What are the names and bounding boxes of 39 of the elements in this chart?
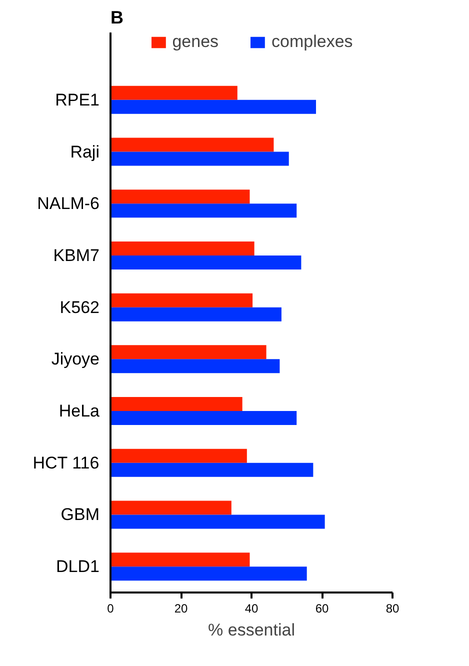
x-tick-label: 0: [107, 602, 114, 616]
bar: [110, 566, 307, 581]
bar: [110, 152, 289, 166]
bar: [110, 397, 242, 412]
x-axis-title: % essential: [208, 620, 295, 640]
y-tick-label: GBM: [60, 505, 100, 524]
y-tick-label: NALM-6: [37, 194, 100, 214]
x-tick-label: 80: [386, 602, 400, 616]
x-tick-label: 40: [244, 602, 258, 616]
legend-label: genes: [172, 32, 219, 52]
bar: [110, 500, 232, 515]
bar: [110, 138, 274, 152]
bar: [110, 345, 266, 360]
legend-label: complexes: [272, 32, 353, 52]
bar: [110, 411, 297, 426]
y-tick-label: Jiyoye: [51, 350, 100, 369]
y-tick-label: HeLa: [58, 402, 100, 421]
x-tick-label: 60: [315, 602, 329, 616]
bar: [110, 462, 314, 477]
y-tick-label: RPE1: [55, 90, 100, 110]
y-tick-label: HCT 116: [32, 453, 100, 472]
bar: [110, 359, 280, 374]
bar: [110, 190, 250, 204]
bar: [110, 100, 316, 114]
y-tick-label: Raji: [70, 142, 100, 162]
y-tick-label: DLD1: [56, 557, 100, 576]
y-tick-label: K562: [60, 298, 100, 317]
bar: [110, 241, 254, 256]
y-tick-label: KBM7: [53, 246, 100, 265]
bar: [110, 86, 238, 100]
text: B: [110, 8, 124, 28]
bar: [110, 204, 297, 218]
bar: [110, 255, 302, 270]
bar: [110, 552, 250, 567]
bar: [110, 514, 325, 529]
bar: [110, 293, 253, 308]
bar: [110, 448, 247, 463]
bar: [110, 307, 282, 322]
x-tick-label: 20: [174, 602, 188, 616]
